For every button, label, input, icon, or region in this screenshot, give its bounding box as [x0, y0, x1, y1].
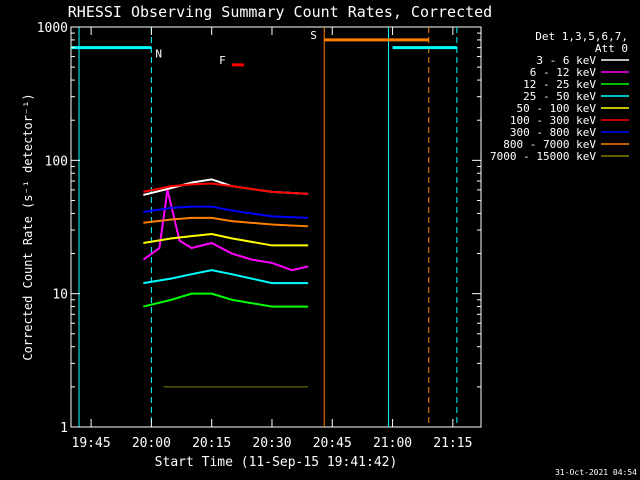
x-tick-label: 20:00	[132, 436, 171, 451]
annotation-lines: N S F	[71, 27, 458, 427]
x-tick-label: 21:00	[373, 436, 412, 451]
series-line	[143, 182, 309, 195]
legend-label: 50 - 100 keV	[517, 102, 597, 115]
legend-label: 6 - 12 keV	[530, 66, 597, 79]
x-tick-label: 21:15	[433, 436, 472, 451]
legend-label: 12 - 25 keV	[523, 78, 596, 91]
y-tick-label: 1000	[37, 21, 68, 36]
x-tick-label: 19:45	[72, 436, 111, 451]
series-line	[143, 205, 309, 219]
axes: 19:45 20:00 20:15 20:30 20:45 21:00 21:15 1 10 10…	[37, 21, 481, 451]
series-line	[143, 269, 309, 285]
y-tick-label: 1	[60, 421, 68, 436]
x-tick-label: 20:15	[192, 436, 231, 451]
x-tick-label: 20:30	[252, 436, 291, 451]
series-line	[143, 292, 309, 308]
chart-title: RHESSI Observing Summary Count Rates, Co…	[68, 3, 492, 21]
legend-label: 7000 - 15000 keV	[490, 150, 596, 163]
legend-label: 100 - 300 keV	[510, 114, 596, 127]
series-line	[143, 216, 309, 228]
span-label: F	[219, 54, 226, 67]
y-tick-label: 100	[45, 154, 68, 169]
legend-label: 3 - 6 keV	[536, 54, 596, 67]
y-tick-label: 10	[52, 288, 68, 303]
y-axis-title: Corrected Count Rate (s⁻¹ detector⁻¹)	[21, 93, 35, 360]
legend-label: 300 - 800 keV	[510, 126, 596, 139]
legend-title: Det 1,3,5,6,7,	[535, 30, 628, 43]
span-label: S	[310, 29, 317, 42]
span-label: N	[155, 48, 162, 61]
legend-label: 25 - 50 keV	[523, 90, 596, 103]
data-series	[142, 178, 309, 388]
legend-title: Att 0	[595, 42, 628, 55]
footer-timestamp: 31-Oct-2021 04:54	[555, 468, 637, 477]
legend-label: 800 - 7000 keV	[503, 138, 596, 151]
x-axis-title: Start Time (11-Sep-15 19:41:42)	[155, 455, 398, 470]
series-line	[143, 233, 309, 247]
x-tick-label: 20:45	[313, 436, 352, 451]
plot-frame	[70, 26, 482, 428]
series-line	[142, 189, 309, 272]
